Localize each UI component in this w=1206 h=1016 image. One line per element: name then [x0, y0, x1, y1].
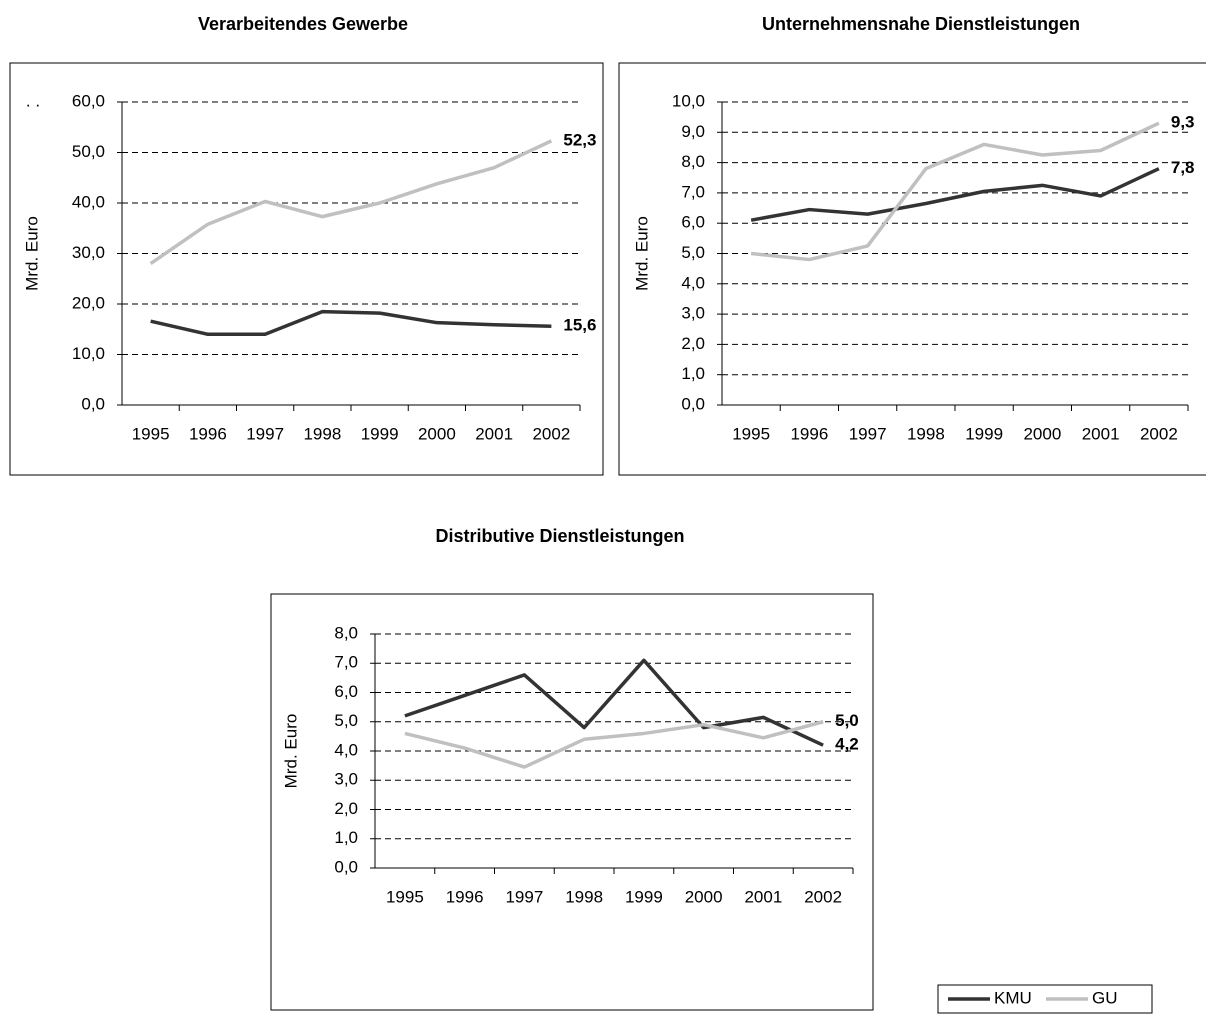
- annotation: . .: [26, 91, 40, 110]
- line-series: [149, 139, 553, 266]
- y-axis-label: Mrd. Euro: [281, 714, 300, 789]
- x-tick-label: 1996: [189, 424, 227, 443]
- x-tick-label: 2000: [1023, 424, 1061, 443]
- y-tick-label: 5,0: [334, 711, 358, 730]
- y-axis-label: Mrd. Euro: [22, 216, 41, 291]
- y-tick-label: 4,0: [681, 273, 705, 292]
- y-tick-label: 8,0: [681, 152, 705, 171]
- y-tick-label: 0,0: [681, 394, 705, 413]
- x-tick-label: 1999: [625, 887, 663, 906]
- x-tick-label: 1998: [907, 424, 945, 443]
- x-tick-label: 2002: [532, 424, 570, 443]
- value-label: 5,0: [835, 711, 859, 730]
- y-tick-label: 6,0: [334, 682, 358, 701]
- chart-title: Distributive Dienstleistungen: [435, 526, 684, 546]
- y-tick-label: 4,0: [334, 740, 358, 759]
- chart-title: Unternehmensnahe Dienstleistungen: [762, 14, 1080, 34]
- line-series: [404, 720, 824, 769]
- y-tick-label: 40,0: [72, 192, 105, 211]
- x-tick-label: 1997: [246, 424, 284, 443]
- x-tick-label: 1998: [565, 887, 603, 906]
- legend-label: GU: [1092, 988, 1118, 1007]
- y-tick-label: 50,0: [72, 142, 105, 161]
- y-tick-label: 8,0: [334, 623, 358, 642]
- y-axis-label: Mrd. Euro: [632, 216, 651, 291]
- x-tick-label: 1996: [790, 424, 828, 443]
- y-tick-label: 3,0: [334, 770, 358, 789]
- x-tick-label: 1999: [361, 424, 399, 443]
- value-label: 15,6: [563, 316, 596, 335]
- chart-frame: [270, 593, 874, 1011]
- y-tick-label: 3,0: [681, 304, 705, 323]
- x-tick-label: 1997: [505, 887, 543, 906]
- y-tick-label: 0,0: [334, 857, 358, 876]
- x-tick-label: 1995: [732, 424, 770, 443]
- y-tick-label: 30,0: [72, 243, 105, 262]
- y-tick-label: 2,0: [681, 334, 705, 353]
- chart-title: Verarbeitendes Gewerbe: [198, 14, 408, 34]
- y-tick-label: 10,0: [672, 91, 705, 110]
- x-tick-label: 1999: [965, 424, 1003, 443]
- line-series: [750, 121, 1160, 262]
- x-tick-label: 2002: [804, 887, 842, 906]
- y-tick-label: 7,0: [681, 182, 705, 201]
- y-tick-label: 1,0: [334, 828, 358, 847]
- x-tick-label: 1995: [132, 424, 170, 443]
- x-tick-label: 2002: [1140, 424, 1178, 443]
- x-tick-label: 1995: [386, 887, 424, 906]
- line-series: [404, 658, 824, 747]
- chart-frame: [9, 62, 604, 476]
- value-label: 9,3: [1171, 113, 1195, 132]
- value-label: 52,3: [563, 130, 596, 149]
- y-tick-label: 5,0: [681, 243, 705, 262]
- line-series: [750, 167, 1160, 222]
- y-tick-label: 60,0: [72, 91, 105, 110]
- legend-label: KMU: [994, 988, 1032, 1007]
- x-tick-label: 1996: [446, 887, 484, 906]
- x-tick-label: 1997: [849, 424, 887, 443]
- y-tick-label: 10,0: [72, 344, 105, 363]
- y-tick-label: 0,0: [81, 394, 105, 413]
- x-tick-label: 2001: [1082, 424, 1120, 443]
- value-label: 7,8: [1171, 158, 1195, 177]
- y-tick-label: 6,0: [681, 213, 705, 232]
- chart-frame: [618, 62, 1206, 476]
- x-tick-label: 1998: [303, 424, 341, 443]
- x-tick-label: 2001: [475, 424, 513, 443]
- x-tick-label: 2001: [744, 887, 782, 906]
- x-tick-label: 2000: [685, 887, 723, 906]
- y-tick-label: 1,0: [681, 364, 705, 383]
- y-tick-label: 7,0: [334, 653, 358, 672]
- line-series: [150, 309, 552, 337]
- y-tick-label: 2,0: [334, 799, 358, 818]
- y-tick-label: 20,0: [72, 293, 105, 312]
- x-tick-label: 2000: [418, 424, 456, 443]
- y-tick-label: 9,0: [681, 122, 705, 141]
- value-label: 4,2: [835, 735, 859, 754]
